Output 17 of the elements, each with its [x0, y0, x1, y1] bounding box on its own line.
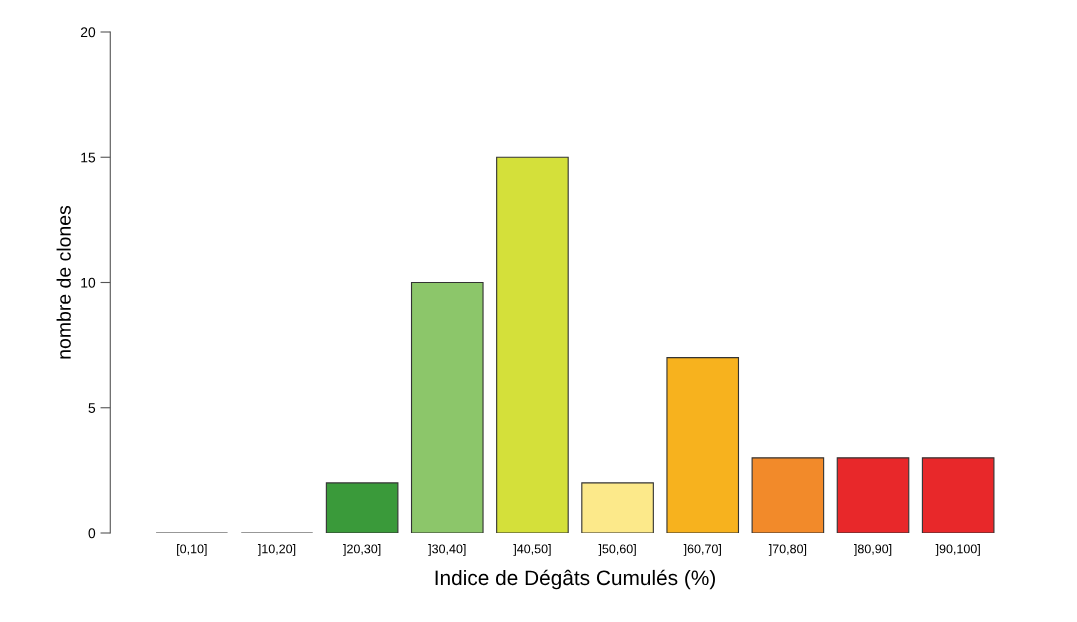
x-tick-label: ]70,80] [768, 544, 807, 556]
x-tick-label: ]10,20] [257, 544, 296, 556]
x-tick-label: ]80,90] [854, 544, 892, 556]
x-tick-label: [0,10] [177, 544, 207, 556]
x-tick-label: ]30,40] [428, 544, 466, 556]
x-tick-label: ]90,100] [935, 544, 980, 556]
y-tick-label: 10 [81, 277, 96, 288]
x-tick-label: ]20,30] [343, 544, 381, 556]
y-tick-label: 20 [80, 27, 96, 38]
y-tick-label: 15 [81, 152, 96, 163]
y-tick-label: 5 [88, 403, 96, 413]
y-tick-label: 0 [88, 528, 96, 539]
x-axis-title: Indice de Dégâts Cumulés (%) [435, 569, 715, 590]
y-axis-title: nombre de clones [56, 205, 71, 359]
x-tick-label: ]50,60] [598, 544, 636, 556]
x-tick-label: ]40,50] [513, 544, 551, 556]
x-tick-label: ]60,70] [683, 544, 721, 556]
